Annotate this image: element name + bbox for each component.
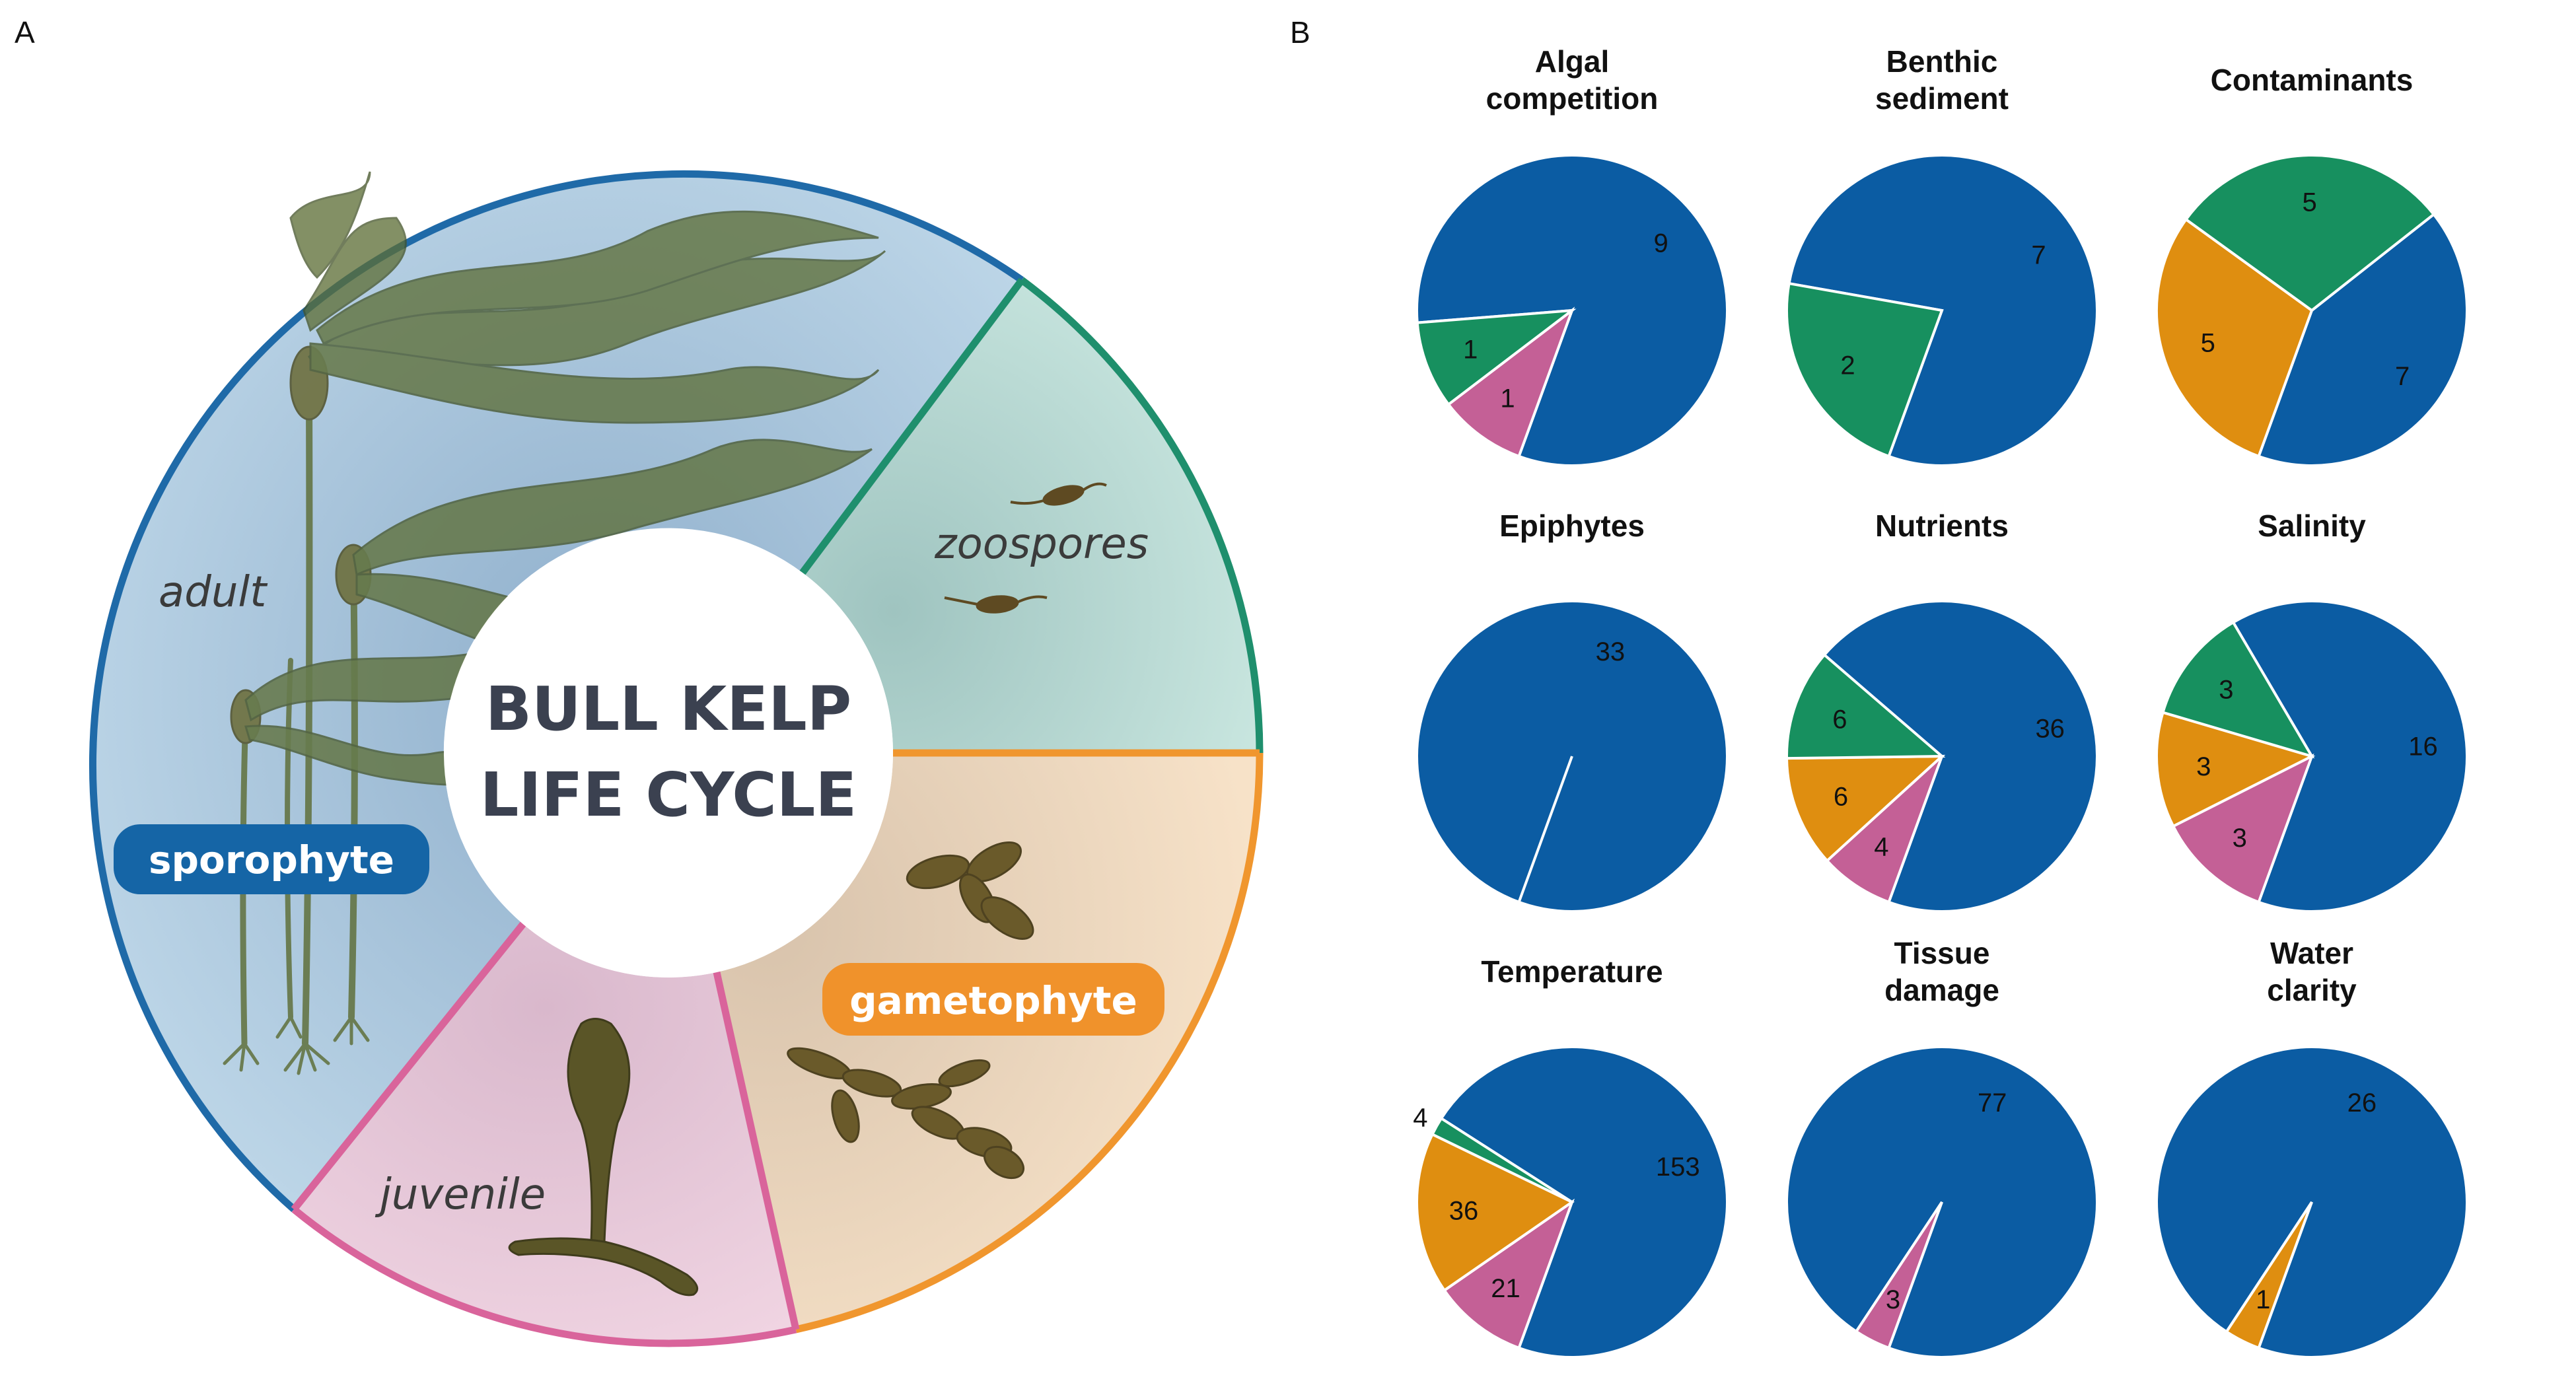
pie-value-label-benthic-sediment-0: 7: [2031, 240, 2046, 269]
sector-gametophyte: [717, 753, 1260, 1330]
pie-value-label-algal-competition-0: 9: [1653, 229, 1668, 258]
pie-value-label-temperature-2: 36: [1449, 1197, 1479, 1226]
pie-slice-nutrients-2: [1785, 754, 1946, 863]
pie-slice-salinity-1: [2171, 753, 2314, 904]
sporophyte-pill-label: sporophyte: [149, 837, 394, 882]
pie-value-label-contaminants-2: 5: [2302, 188, 2316, 217]
pie-slice-contaminants-2: [2184, 154, 2436, 312]
pie-title-benthic-sediment: Benthic: [1886, 44, 1998, 79]
pie-value-label-nutrients-3: 6: [1832, 705, 1847, 734]
center-circle: [444, 528, 893, 978]
pie-value-label-nutrients-1: 4: [1874, 833, 1888, 862]
gametophyte-pill: gametophyte: [822, 963, 1164, 1036]
pie-chart-contaminants: Contaminants 7 5 5: [2155, 63, 2468, 467]
gametophyte-filament-icon: [787, 841, 1034, 1180]
panel-a-label: A: [15, 15, 35, 50]
center-title-line-2: LIFE CYCLE: [480, 760, 857, 830]
pie-value-label-salinity-3: 3: [2219, 676, 2233, 705]
sector-sporophyte: [92, 174, 1022, 1209]
pie-slice-benthic-sediment-1: [1785, 281, 1944, 458]
pie-slice-temperature-0: [1439, 1046, 1729, 1359]
pie-value-label-nutrients-0: 36: [2035, 714, 2065, 743]
pie-value-label-salinity-2: 3: [2196, 752, 2211, 781]
pie-slice-temperature-1: [1442, 1198, 1575, 1350]
pie-title-benthic-sediment: sediment: [1875, 81, 2009, 116]
pie-value-label-contaminants-0: 7: [2395, 362, 2410, 391]
pie-seam-epiphytes: [1517, 756, 1573, 903]
pie-slice-water-clarity-1: [2225, 1201, 2313, 1350]
ring-borders: [89, 170, 1264, 1347]
border-sporophyte: [89, 170, 1024, 1213]
pie-value-label-algal-competition-1: 1: [1500, 384, 1515, 413]
pie-slice-algal-competition-2: [1415, 308, 1577, 407]
pie-title-epiphytes: Epiphytes: [1499, 509, 1645, 543]
pie-slice-temperature-2: [1415, 1132, 1575, 1293]
pie-value-label-water-clarity-1: 1: [2256, 1285, 2270, 1314]
sector-zoospores: [803, 280, 1260, 753]
pie-slice-nutrients-0: [1822, 599, 2098, 913]
pie-value-label-tissue-damage-1: 3: [1886, 1285, 1900, 1314]
stage-label-juvenile: juvenile: [375, 1170, 546, 1219]
panel-b-label: B: [1290, 15, 1310, 50]
stage-label-zoospores: zoospores: [934, 520, 1149, 569]
pie-chart-salinity: Salinity 16 3 3 3: [2155, 509, 2468, 913]
pie-slice-salinity-3: [2161, 620, 2315, 759]
pie-value-label-temperature-1: 21: [1491, 1274, 1521, 1303]
life-cycle-diagram: BULL KELP LIFE CYCLE adult zoospores juv…: [89, 170, 1264, 1347]
sector-juvenile: [294, 924, 796, 1343]
pie-value-label-nutrients-2: 6: [1834, 782, 1848, 811]
pie-title-contaminants: Contaminants: [2211, 63, 2414, 97]
pie-slice-contaminants-1: [2155, 217, 2314, 458]
pie-value-label-contaminants-1: 5: [2201, 328, 2215, 357]
juvenile-kelp-icon: [508, 1018, 699, 1297]
pie-slice-algal-competition-1: [1447, 306, 1575, 458]
pie-value-label-water-clarity-0: 26: [2347, 1088, 2377, 1118]
border-zoospores: [799, 277, 1264, 754]
pie-title-salinity: Salinity: [2258, 509, 2366, 543]
pie-slice-nutrients-1: [1825, 755, 1943, 904]
pie-value-label-epiphytes-0: 33: [1596, 637, 1626, 666]
pie-title-tissue-damage: Tissue: [1894, 936, 1990, 970]
sporophyte-pill: sporophyte: [114, 824, 429, 894]
pie-slice-salinity-0: [2231, 600, 2468, 913]
pie-chart-epiphytes: Epiphytes 33: [1415, 509, 1729, 913]
pie-title-algal-competition: Algal: [1535, 44, 1609, 79]
stage-label-adult: adult: [159, 568, 268, 617]
ring-sectors: [92, 174, 1260, 1343]
pie-title-algal-competition: competition: [1486, 81, 1659, 116]
pie-slice-salinity-2: [2155, 711, 2316, 828]
pie-slice-tissue-damage-1: [1854, 1201, 1943, 1350]
pie-chart-temperature: Temperature 153 21 36 4: [1413, 954, 1729, 1359]
center-title-line-1: BULL KELP: [485, 674, 851, 744]
pie-title-nutrients: Nutrients: [1875, 509, 2009, 543]
zoospore-icon: [944, 482, 1107, 614]
pie-title-temperature: Temperature: [1481, 954, 1663, 989]
border-gametophyte: [795, 749, 1264, 1334]
pie-value-label-tissue-damage-0: 77: [1978, 1088, 2007, 1118]
pie-value-label-algal-competition-2: 1: [1463, 336, 1478, 365]
pie-title-water-clarity: clarity: [2267, 973, 2357, 1007]
pie-slice-contaminants-0: [2257, 212, 2468, 467]
pie-value-label-temperature-3: 4: [1413, 1103, 1427, 1132]
pie-slice-temperature-3: [1430, 1116, 1573, 1203]
pie-title-tissue-damage: damage: [1884, 973, 1999, 1007]
gametophyte-pill-label: gametophyte: [849, 978, 1137, 1023]
border-juvenile: [291, 921, 800, 1347]
pie-slice-nutrients-3: [1785, 653, 1946, 760]
pie-value-label-salinity-0: 16: [2408, 732, 2438, 762]
pie-value-label-salinity-1: 3: [2233, 824, 2247, 853]
pie-value-label-benthic-sediment-1: 2: [1840, 351, 1855, 380]
kelp-adult-illustration: [223, 171, 886, 1075]
pie-value-label-temperature-0: 153: [1656, 1153, 1700, 1182]
pie-title-water-clarity: Water: [2270, 936, 2353, 970]
